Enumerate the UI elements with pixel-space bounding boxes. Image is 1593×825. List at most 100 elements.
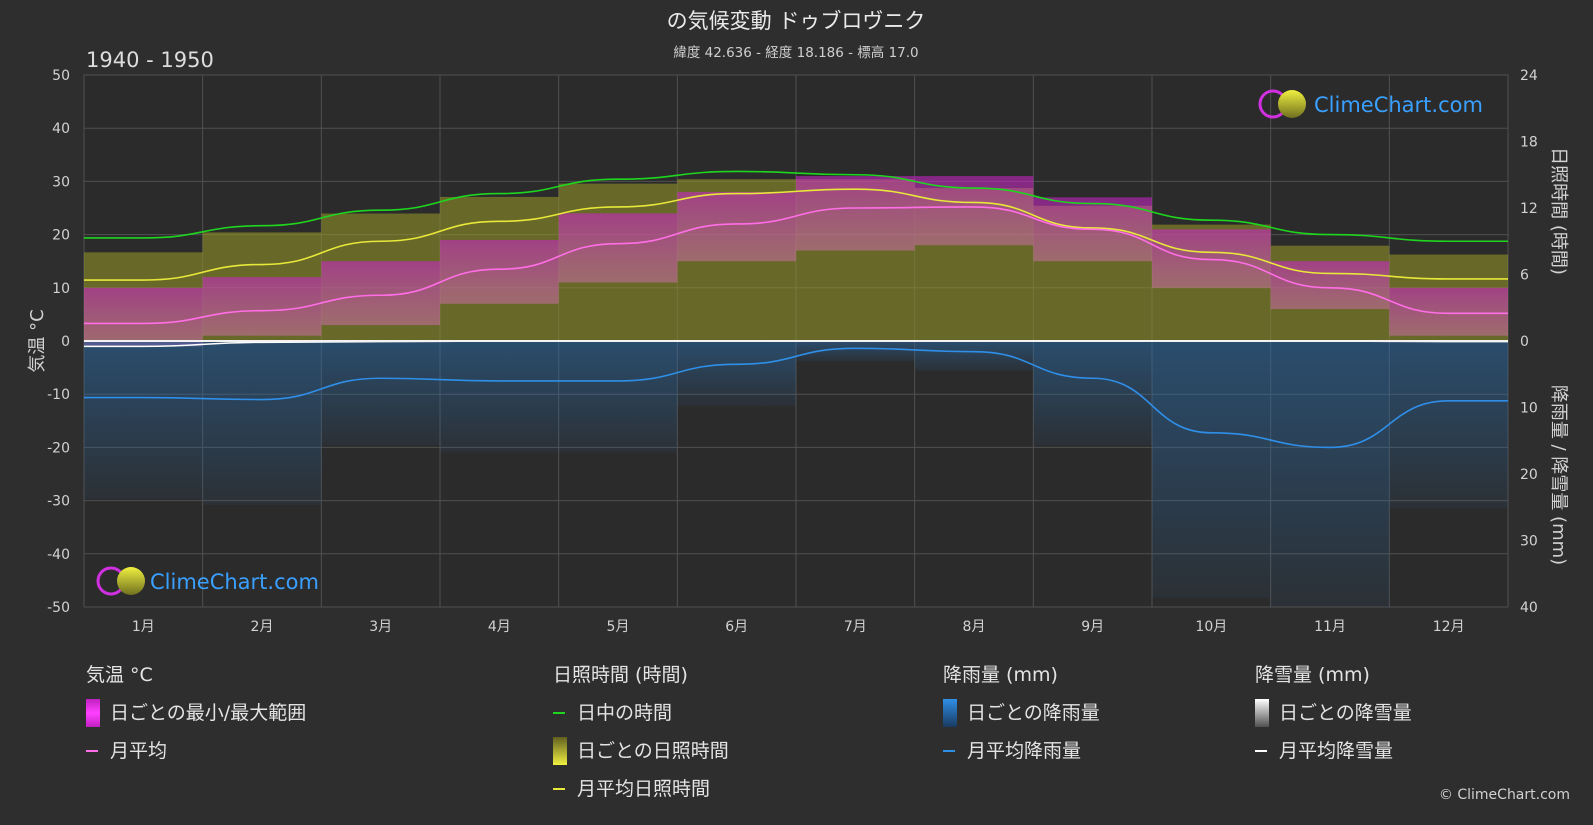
brand-logo-bottom: ClimeChart.com xyxy=(96,566,319,596)
left-tick-label: -50 xyxy=(47,600,70,616)
x-tick-label: 3月 xyxy=(369,619,392,635)
temp-range-bar xyxy=(440,239,559,304)
logo-sun-icon xyxy=(117,567,145,595)
right-axis-ticks: 24 18 12 6 0 10 20 30 40 xyxy=(1520,68,1538,616)
chart-subtitle: 緯度 42.636 - 経度 18.186 - 標高 17.0 xyxy=(673,44,918,61)
x-tick-label: 6月 xyxy=(725,619,748,635)
legend-sunshine: 日照時間 (時間) 日中の時間 日ごとの日照時間 月平均日照時間 xyxy=(553,660,729,812)
left-tick-label: 0 xyxy=(61,334,70,350)
right-top-axis-label: 日照時間 (時間) xyxy=(1548,147,1569,275)
left-tick-label: 40 xyxy=(52,121,70,137)
rain-bar xyxy=(1389,341,1508,509)
legend-title: 降雨量 (mm) xyxy=(943,664,1058,686)
legend-label: 月平均降雨量 xyxy=(967,740,1082,762)
temp-range-bar xyxy=(558,213,678,283)
temp-range-bar xyxy=(84,287,203,347)
rain-bar xyxy=(558,341,678,453)
right-tick-label: 0 xyxy=(1520,334,1529,350)
rain-bar xyxy=(677,341,796,407)
legend-swatch xyxy=(1255,699,1269,727)
right-tick-label: 24 xyxy=(1520,68,1538,84)
rain-bar xyxy=(1152,341,1271,598)
series-line xyxy=(83,170,1508,243)
left-tick-label: 50 xyxy=(52,68,70,84)
legend-item: 月平均降雪量 xyxy=(1255,736,1412,766)
rain-bar xyxy=(1270,341,1390,607)
legend-title: 降雪量 (mm) xyxy=(1255,664,1370,686)
rain-bar xyxy=(1033,341,1152,446)
brand-name-top: ClimeChart.com xyxy=(1314,93,1483,117)
legend-swatch xyxy=(86,750,98,752)
legend-item: 月平均降雨量 xyxy=(943,736,1100,766)
x-tick-label: 11月 xyxy=(1314,619,1346,635)
legend-label: 日ごとの最小/最大範囲 xyxy=(110,702,307,724)
right-tick-label: 6 xyxy=(1520,268,1529,284)
legend-item: 日中の時間 xyxy=(553,698,729,728)
x-tick-label: 5月 xyxy=(607,619,630,635)
x-tick-label: 4月 xyxy=(488,619,511,635)
series-line xyxy=(83,347,1508,449)
legend-swatch xyxy=(553,737,567,765)
legend-label: 日ごとの降雨量 xyxy=(967,702,1100,724)
legend-label: 月平均降雪量 xyxy=(1279,740,1394,762)
x-tick-label: 9月 xyxy=(1081,619,1104,635)
legend-item: 日ごとの降雪量 xyxy=(1255,698,1412,728)
legend-swatch xyxy=(943,699,957,727)
legend-snow: 降雪量 (mm) 日ごとの降雪量 月平均降雪量 xyxy=(1255,660,1412,774)
left-tick-label: -10 xyxy=(47,387,70,403)
legend-label: 日中の時間 xyxy=(577,702,673,724)
legend-swatch xyxy=(553,712,565,714)
x-tick-label: 8月 xyxy=(963,619,986,635)
legend-temperature: 気温 °C 日ごとの最小/最大範囲 月平均 xyxy=(86,660,306,774)
legend-item: 月平均日照時間 xyxy=(553,774,729,804)
x-tick-label: 7月 xyxy=(844,619,867,635)
temp-range-bar xyxy=(677,192,796,262)
left-tick-label: -30 xyxy=(47,494,70,510)
period-label: 1940 - 1950 xyxy=(86,48,214,72)
legend-rain: 降雨量 (mm) 日ごとの降雨量 月平均降雨量 xyxy=(943,660,1100,774)
series-line xyxy=(84,188,1508,281)
legend-item: 日ごとの日照時間 xyxy=(553,736,729,766)
left-tick-label: 30 xyxy=(52,174,70,190)
legend-item: 日ごとの最小/最大範囲 xyxy=(86,698,306,728)
left-tick-label: -40 xyxy=(47,547,70,563)
legend-item: 日ごとの降雨量 xyxy=(943,698,1100,728)
left-tick-label: 10 xyxy=(52,281,70,297)
x-tick-label: 10月 xyxy=(1195,619,1227,635)
rain-bar xyxy=(84,341,203,500)
rain-bar xyxy=(440,341,559,453)
rain-bar xyxy=(321,341,440,446)
left-tick-label: 20 xyxy=(52,228,70,244)
legend-swatch xyxy=(553,788,565,790)
right-bottom-axis-label: 降雨量 / 降雪量 (mm) xyxy=(1548,385,1569,565)
rain-bar xyxy=(202,341,322,505)
x-tick-label: 1月 xyxy=(132,619,155,635)
right-tick-label: 10 xyxy=(1520,401,1538,417)
rain-bar xyxy=(796,341,915,362)
right-tick-label: 18 xyxy=(1520,135,1538,151)
chart-title: の気候変動 ドゥブロヴニク xyxy=(667,9,926,33)
legend-title: 気温 °C xyxy=(86,664,153,686)
right-tick-label: 12 xyxy=(1520,201,1538,217)
legend-swatch xyxy=(943,750,955,752)
temp-range-bar xyxy=(1389,287,1508,336)
brand-logo-top: ClimeChart.com xyxy=(1258,89,1483,119)
left-axis-label: 気温 °C xyxy=(27,309,48,372)
left-axis-ticks: 50 40 30 20 10 0 -10 -20 -30 -40 -50 xyxy=(47,68,70,616)
logo-sun-icon xyxy=(1278,90,1306,118)
rain-bar xyxy=(914,341,1034,371)
legend-label: 日ごとの日照時間 xyxy=(577,740,729,762)
temp-range-bar xyxy=(202,277,322,336)
legend-title: 日照時間 (時間) xyxy=(553,664,688,686)
legend-swatch xyxy=(86,699,100,727)
x-tick-label: 2月 xyxy=(251,619,274,635)
copyright: © ClimeChart.com xyxy=(1438,787,1570,803)
series-line xyxy=(83,206,1508,325)
left-tick-label: -20 xyxy=(47,440,70,456)
temp-range-bar xyxy=(796,176,915,251)
temp-range-bar xyxy=(1152,229,1271,288)
range-areas xyxy=(84,176,1508,607)
legend-label: 日ごとの降雪量 xyxy=(1279,702,1412,724)
temp-range-bar xyxy=(914,176,1034,246)
